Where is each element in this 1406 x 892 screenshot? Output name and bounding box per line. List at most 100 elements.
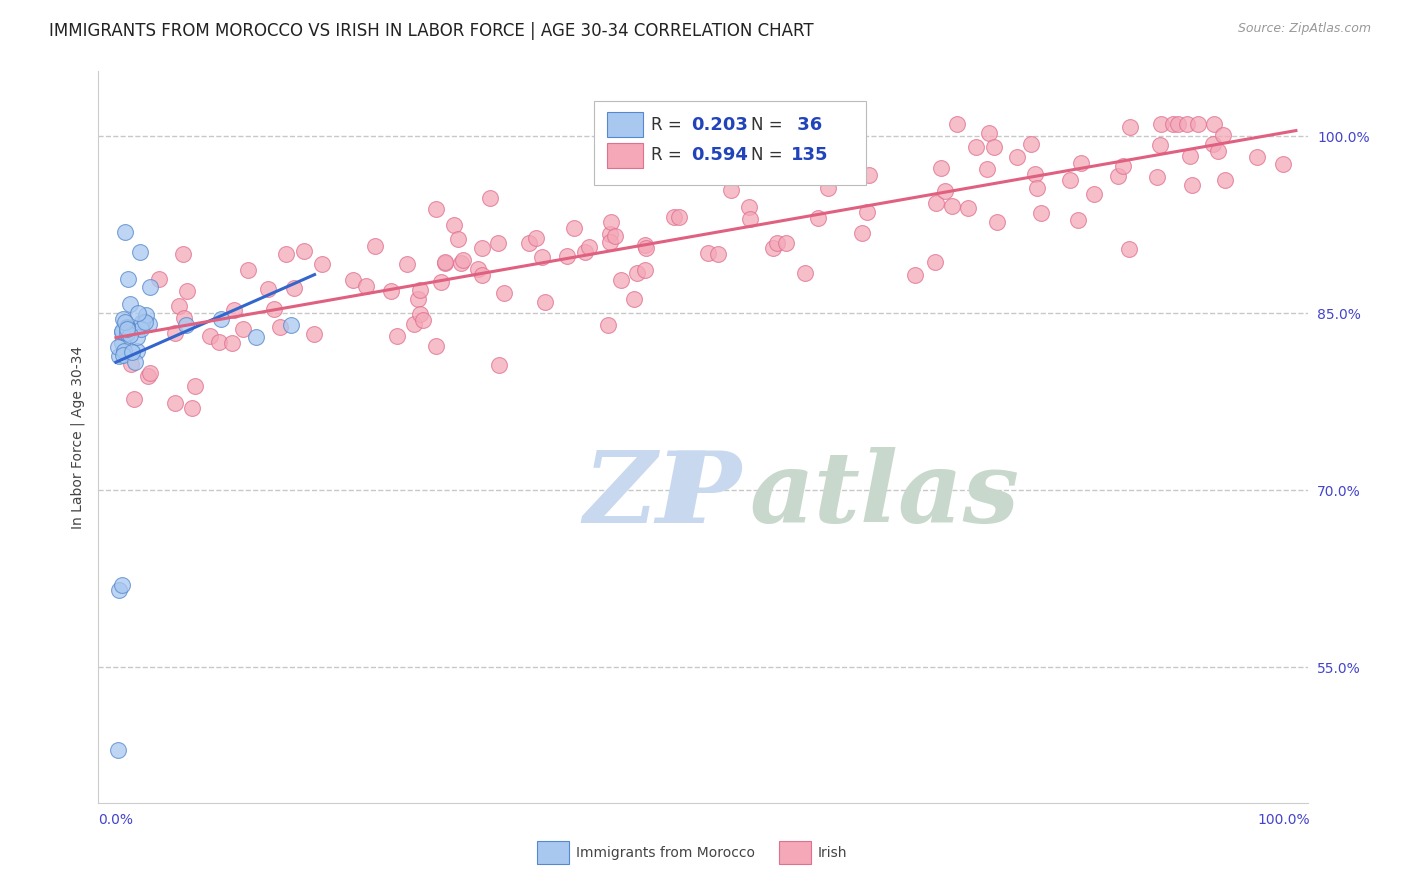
Point	[807, 211, 830, 225]
Point	[738, 212, 761, 227]
Point	[636, 241, 658, 255]
Point	[1271, 157, 1294, 171]
Text: 135: 135	[792, 146, 828, 164]
Point	[924, 255, 946, 269]
Point	[478, 191, 501, 205]
Point	[127, 329, 149, 343]
Point	[524, 231, 547, 245]
Point	[138, 317, 160, 331]
Point	[129, 322, 152, 336]
Point	[817, 181, 839, 195]
Point	[965, 140, 987, 154]
Point	[855, 204, 877, 219]
Point	[941, 199, 963, 213]
Point	[111, 324, 134, 338]
Point	[1146, 170, 1168, 185]
Point	[107, 742, 129, 756]
Point	[707, 247, 730, 261]
Point	[342, 272, 364, 286]
Point	[174, 318, 197, 332]
Point	[1206, 144, 1229, 158]
Point	[1177, 118, 1199, 132]
Text: N =: N =	[751, 116, 789, 134]
FancyBboxPatch shape	[537, 841, 569, 864]
Point	[574, 244, 596, 259]
Point	[470, 241, 492, 255]
Point	[138, 368, 160, 383]
Point	[904, 268, 927, 282]
Point	[599, 214, 621, 228]
Point	[107, 339, 129, 353]
Point	[720, 183, 742, 197]
Point	[412, 313, 434, 327]
Point	[488, 358, 510, 372]
Point	[108, 583, 131, 598]
Point	[409, 283, 432, 297]
Point	[276, 247, 298, 261]
Point	[929, 161, 952, 176]
Point	[148, 272, 170, 286]
Point	[494, 286, 516, 301]
Point	[127, 344, 149, 359]
Point	[451, 253, 474, 268]
Text: IMMIGRANTS FROM MOROCCO VS IRISH IN LABOR FORCE | AGE 30-34 CORRELATION CHART: IMMIGRANTS FROM MOROCCO VS IRISH IN LABO…	[49, 22, 814, 40]
Point	[118, 328, 141, 343]
Point	[224, 303, 246, 318]
Point	[135, 308, 157, 322]
Point	[1070, 156, 1092, 170]
Point	[129, 244, 152, 259]
Point	[364, 239, 387, 253]
Point	[450, 256, 472, 270]
Point	[1112, 159, 1135, 173]
Point	[1161, 118, 1184, 132]
Point	[208, 335, 231, 350]
Text: 36: 36	[792, 116, 823, 134]
Point	[184, 379, 207, 393]
Point	[1149, 137, 1171, 152]
Point	[406, 292, 429, 306]
Text: atlas: atlas	[749, 448, 1019, 544]
Point	[761, 241, 783, 255]
Point	[599, 227, 621, 241]
FancyBboxPatch shape	[595, 101, 866, 185]
Point	[742, 168, 765, 182]
Point	[467, 262, 489, 277]
Point	[112, 311, 135, 326]
Point	[198, 328, 221, 343]
Point	[115, 322, 138, 336]
Point	[180, 401, 202, 415]
Point	[1181, 178, 1204, 192]
Point	[534, 295, 557, 310]
Text: Source: ZipAtlas.com: Source: ZipAtlas.com	[1237, 22, 1371, 36]
Point	[1066, 213, 1088, 227]
Point	[610, 273, 633, 287]
Point	[425, 338, 447, 352]
Point	[1212, 128, 1234, 142]
Point	[1059, 173, 1081, 187]
FancyBboxPatch shape	[779, 841, 811, 864]
Point	[1178, 149, 1201, 163]
Point	[1029, 205, 1052, 219]
Point	[471, 268, 494, 282]
Point	[118, 297, 141, 311]
Point	[1187, 118, 1209, 132]
Point	[380, 284, 402, 298]
Point	[108, 349, 131, 363]
Point	[1213, 173, 1236, 187]
Point	[138, 366, 160, 380]
Point	[925, 196, 948, 211]
Point	[623, 292, 645, 306]
Point	[112, 348, 135, 362]
Point	[238, 262, 260, 277]
Point	[280, 318, 302, 332]
Text: 0.594: 0.594	[690, 146, 748, 164]
Point	[245, 330, 267, 344]
Point	[114, 225, 136, 239]
Point	[603, 228, 626, 243]
Point	[793, 266, 815, 280]
Point	[356, 278, 378, 293]
Point	[404, 318, 426, 332]
Point	[957, 201, 980, 215]
Point	[634, 263, 657, 277]
Point	[1005, 150, 1028, 164]
